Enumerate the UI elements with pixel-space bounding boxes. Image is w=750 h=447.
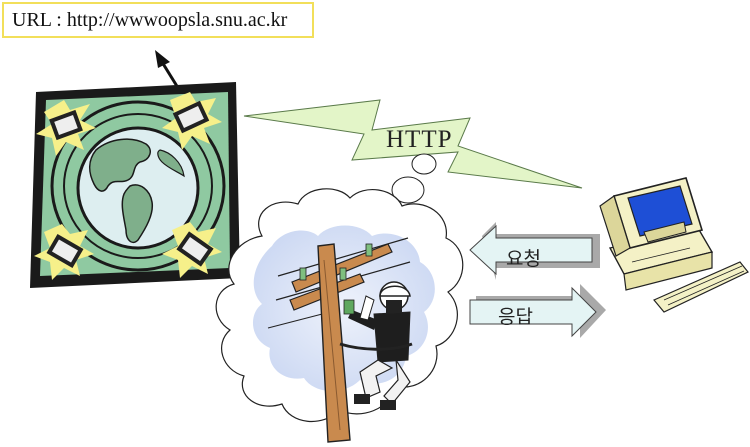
computer-terminal-icon — [36, 100, 96, 156]
computer-terminal-icon — [34, 224, 94, 280]
response-arrow — [469, 284, 606, 338]
request-label: 요청 — [506, 248, 541, 270]
computer-terminal-icon — [162, 92, 222, 150]
response-label: 응답 — [498, 306, 533, 328]
lineman-icon — [267, 237, 413, 443]
http-label: HTTP — [386, 126, 453, 153]
computer-terminal-icon — [162, 222, 222, 278]
url-box: URL : http://wwwoopsla.snu.ac.kr — [2, 2, 314, 38]
request-arrow — [469, 222, 600, 280]
lightning-bolt-icon — [243, 99, 583, 189]
desktop-computer-icon — [599, 177, 749, 313]
